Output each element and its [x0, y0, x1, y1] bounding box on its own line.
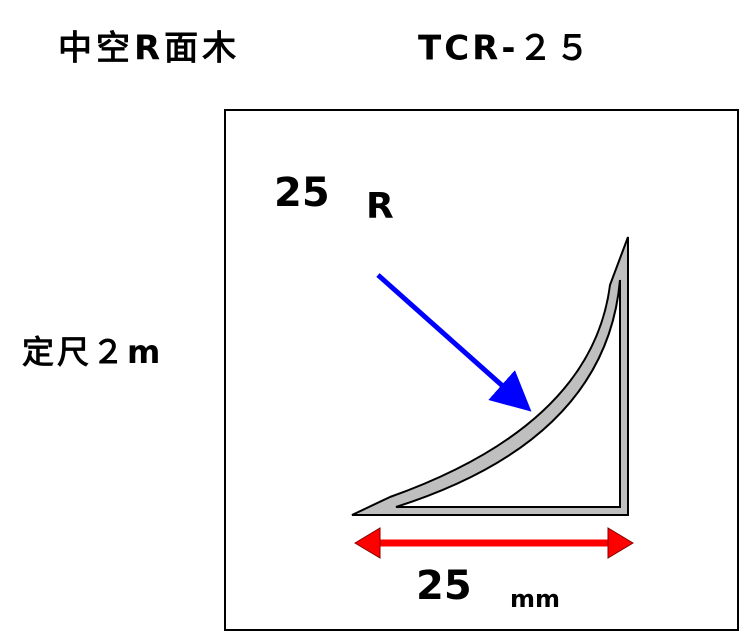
radius-arrow: [376, 273, 532, 412]
width-value: 25: [416, 563, 472, 609]
profile-shape: [351, 236, 629, 516]
width-unit: mm: [510, 585, 560, 613]
figure-frame: [224, 109, 739, 631]
width-arrow: [354, 527, 634, 559]
title: 中空R面木: [58, 29, 240, 69]
radius-unit: R: [366, 186, 394, 227]
radius-value: 25: [274, 170, 330, 216]
length-label: 定尺２m: [22, 333, 163, 371]
model-number: TCR-２５: [418, 29, 592, 69]
